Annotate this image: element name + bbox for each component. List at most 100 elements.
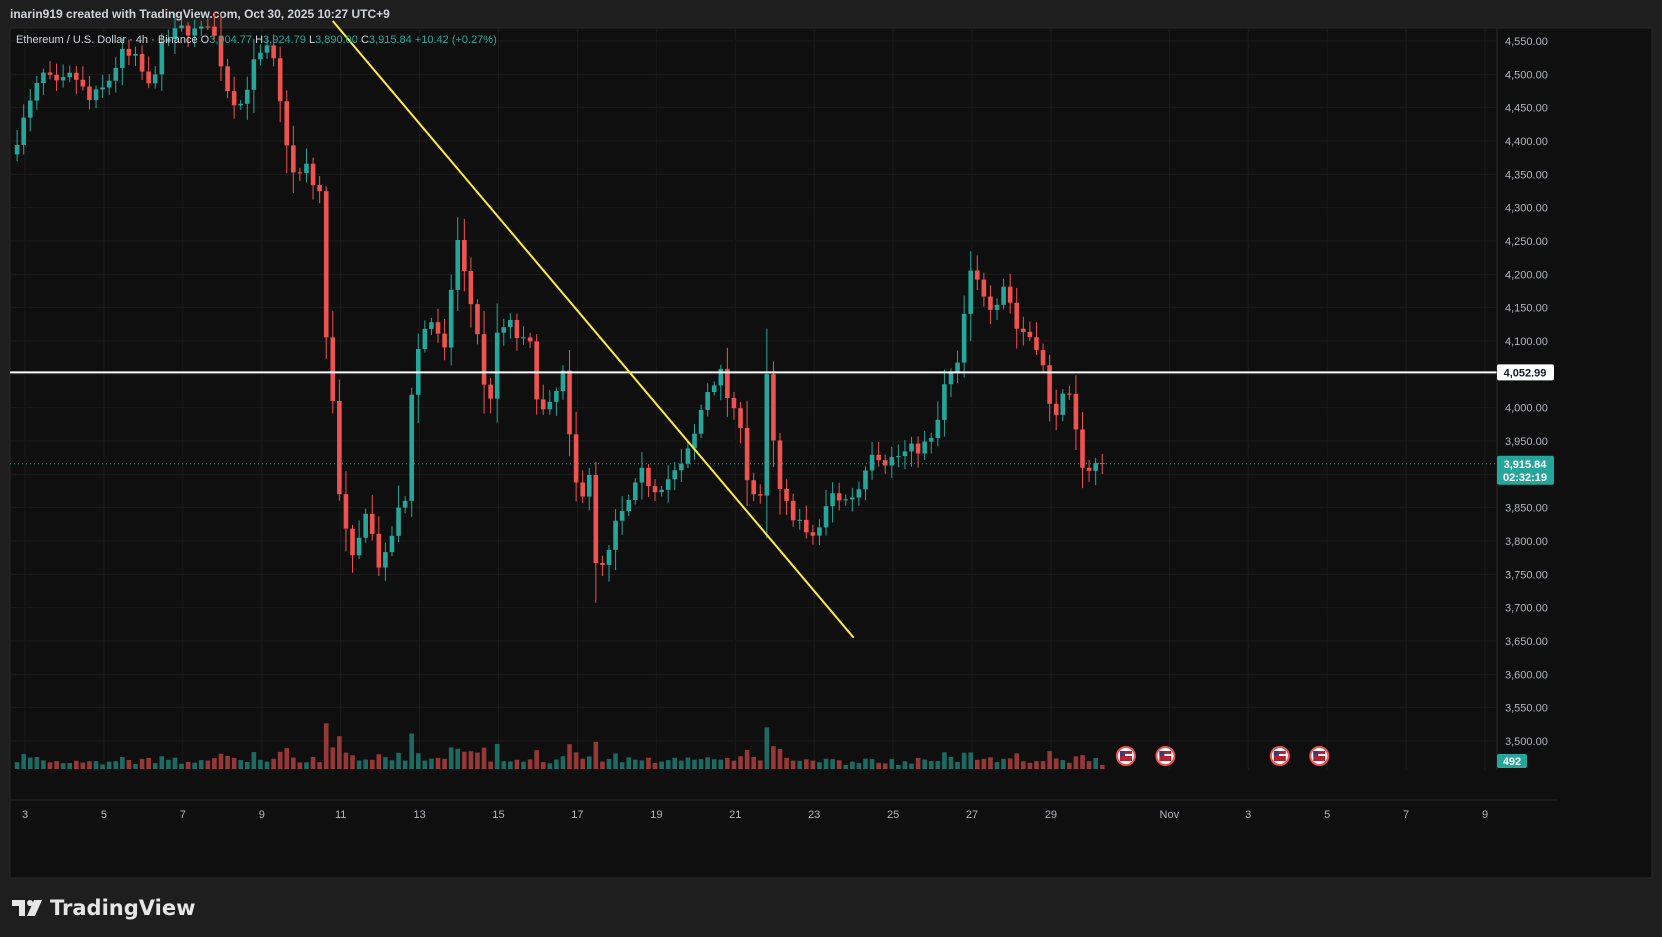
volume-bar [87, 761, 92, 769]
volume-bar [830, 759, 835, 769]
candle-body [258, 52, 263, 60]
candle-body [350, 528, 355, 556]
price-axis-label: 4,500.00 [1505, 69, 1548, 81]
volume-bar [1014, 753, 1020, 769]
candle-body [238, 103, 244, 106]
volume-bar [1099, 764, 1105, 769]
volume-bar [21, 754, 26, 769]
volume-bar [508, 761, 513, 769]
attribution-text: inarin919 created with TradingView.com, … [10, 7, 390, 21]
volume-bar [777, 748, 783, 769]
volume-bar [567, 744, 572, 769]
volume-bar [238, 760, 244, 769]
volume-bar [284, 748, 290, 769]
volume-bar [172, 757, 178, 769]
candle-body [718, 368, 724, 386]
candle-body [896, 456, 901, 458]
price-axis-label: 3,850.00 [1505, 503, 1548, 515]
candle-body [856, 489, 862, 498]
candle-body [968, 270, 974, 314]
candle-body [738, 408, 743, 428]
candle-body [93, 89, 99, 101]
grid [10, 28, 1497, 770]
candle-body [928, 438, 934, 442]
volume-bar [231, 757, 237, 769]
candle-body [797, 519, 803, 521]
time-axis[interactable]: 3 5 7 9 11 13 15 17 19 21 23 25 27 29 Nov 3 5 7 9 [10, 799, 1557, 821]
current-price-label: 3,915.84 [1504, 459, 1548, 471]
price-axis-label: 3,800.00 [1505, 536, 1548, 548]
volume-bar [705, 757, 710, 769]
volume-bar [738, 756, 743, 769]
candle-body [120, 48, 125, 68]
volume-bar [1073, 756, 1079, 769]
candle-body [152, 74, 158, 84]
volume-bar [205, 760, 211, 769]
candle-body [711, 385, 717, 393]
volume-bar [586, 756, 592, 769]
volume-bar [527, 759, 533, 769]
drawings[interactable] [10, 20, 1497, 639]
volume-bar [633, 759, 638, 769]
volume-bar [817, 762, 822, 769]
volume-bar [323, 723, 329, 769]
volume-bar [126, 760, 132, 769]
volume-bar [698, 759, 704, 769]
candle-body [974, 270, 980, 280]
candle-body [994, 304, 1000, 310]
candle-body [639, 467, 645, 483]
candle-body [1067, 393, 1072, 395]
volume-bar [757, 760, 763, 769]
legend-open-label: O [201, 34, 210, 46]
economic-events[interactable] [1115, 746, 1330, 766]
volume-bar [1080, 755, 1085, 769]
volume-bar [264, 761, 270, 769]
time-axis-label: 25 [887, 809, 899, 821]
candle-body [1021, 328, 1026, 332]
volume-bar [534, 750, 539, 769]
ohlc-legend: Ethereum / U.S. Dollar · 4h · Binance O3… [16, 34, 497, 46]
candle-body [159, 41, 165, 75]
candle-body [212, 26, 217, 36]
candle-body [1047, 365, 1052, 404]
candle-body [205, 26, 211, 28]
price-axis-label: 3,750.00 [1505, 569, 1548, 581]
candle-body [297, 172, 303, 174]
candle-body [705, 392, 710, 410]
price-axis[interactable]: 3,500.00 3,550.00 3,600.00 3,650.00 3,700.00… [1496, 28, 1554, 770]
volume-bar [34, 757, 40, 769]
time-axis-label: 29 [1045, 809, 1057, 821]
volume-bar [1001, 758, 1006, 769]
time-axis-label: 5 [101, 809, 107, 821]
candle-body [1060, 393, 1066, 415]
time-axis-label: 7 [1403, 809, 1409, 821]
volume-bar [146, 757, 151, 769]
candle-body [133, 53, 138, 56]
candle-body [909, 443, 914, 452]
volume-bar [1086, 761, 1092, 769]
volume-bar [60, 763, 66, 769]
volume-bar [613, 753, 618, 769]
candle-body [1040, 350, 1046, 366]
volume-bar [343, 752, 349, 769]
candle-body [988, 296, 993, 310]
candle-body [521, 337, 526, 339]
candle-body [646, 467, 651, 487]
candle-body [429, 322, 434, 329]
volume-bar [363, 759, 368, 769]
volume-bar [882, 763, 888, 769]
candle-body [343, 494, 349, 529]
flag-stripe-white [1273, 754, 1286, 756]
volume-bar [725, 758, 730, 769]
candle-body [67, 72, 73, 78]
candle-body [356, 537, 362, 556]
volume-bar [455, 748, 461, 769]
candle-body [291, 145, 296, 173]
volume-bar [968, 752, 974, 769]
candle-body [1027, 331, 1033, 338]
candle-body [376, 533, 382, 568]
candle-body [757, 494, 763, 496]
volume-bar [93, 761, 99, 769]
candle-body [409, 394, 415, 501]
